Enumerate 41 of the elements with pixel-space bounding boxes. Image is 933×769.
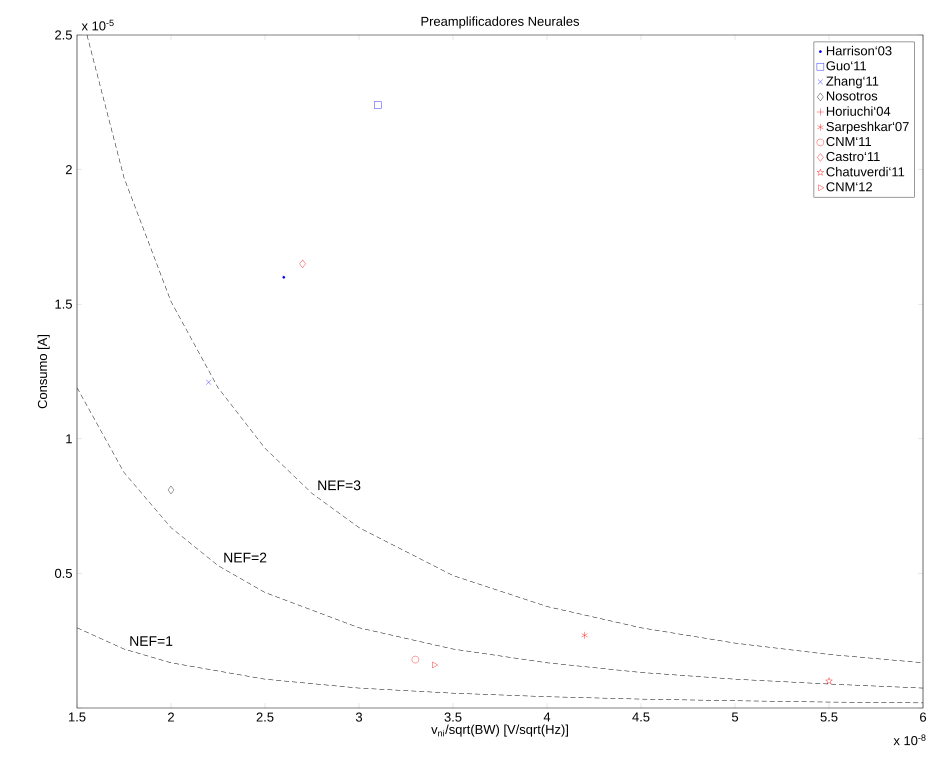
legend-label: Nosotros bbox=[826, 92, 878, 101]
text: x 10$^{-8}$ bbox=[894, 734, 926, 746]
chart-title: Preamplificadores Neurales bbox=[422, 16, 580, 28]
y-tick-label: 2.5 bbox=[55, 30, 72, 40]
legend-label: Castro‘11 bbox=[826, 152, 880, 162]
x-tick-label: 5 bbox=[732, 712, 738, 722]
point bbox=[581, 632, 588, 639]
series-label: NEF=2 bbox=[224, 552, 266, 562]
x-tick-label: 4.5 bbox=[632, 712, 650, 722]
x-tick-label: 5.5 bbox=[820, 712, 838, 722]
x-tick-label: 6 bbox=[920, 712, 926, 722]
text: x 10$^{-5}$ bbox=[82, 20, 114, 30]
x-tick-label: 2.5 bbox=[256, 712, 274, 722]
legend-label: Chatuverdi‘11 bbox=[826, 166, 904, 176]
x-tick-label: 3 bbox=[356, 712, 362, 722]
legend-label: Horiuchi‘04 bbox=[826, 106, 890, 116]
legend-label: Guo‘11 bbox=[826, 61, 866, 70]
y-tick-label: 1 bbox=[66, 434, 72, 444]
point bbox=[825, 677, 833, 684]
series-label: NEF=1 bbox=[130, 636, 172, 646]
y-tick-label: 1.5 bbox=[55, 300, 72, 309]
point bbox=[299, 260, 306, 268]
legend-label: Zhang‘11 bbox=[826, 76, 878, 88]
y-axis-title: Consumo [A] bbox=[38, 335, 50, 408]
point bbox=[412, 656, 420, 664]
point bbox=[168, 486, 174, 494]
y-tick-label: 0.5 bbox=[54, 568, 72, 578]
legend-label: Harrison‘03 bbox=[826, 46, 892, 56]
point bbox=[374, 101, 382, 109]
legend-label: CNM‘12 bbox=[826, 182, 872, 192]
x-tick-label: 3.5 bbox=[444, 712, 462, 722]
point bbox=[282, 276, 286, 279]
x-tick-label: 4 bbox=[544, 712, 550, 722]
point bbox=[432, 662, 438, 668]
y-tick-label: 2 bbox=[66, 165, 72, 174]
point bbox=[206, 380, 212, 385]
legend-label: CNM‘11 bbox=[826, 136, 872, 146]
legend-label: Sarpeshkar‘07 bbox=[826, 122, 909, 134]
x-axis-title: v$_{ni}$/sqrt(BW) [V/sqrt(Hz)] bbox=[431, 724, 568, 737]
series-label: NEF=3 bbox=[318, 480, 360, 490]
x-tick-label: 2 bbox=[168, 712, 174, 722]
